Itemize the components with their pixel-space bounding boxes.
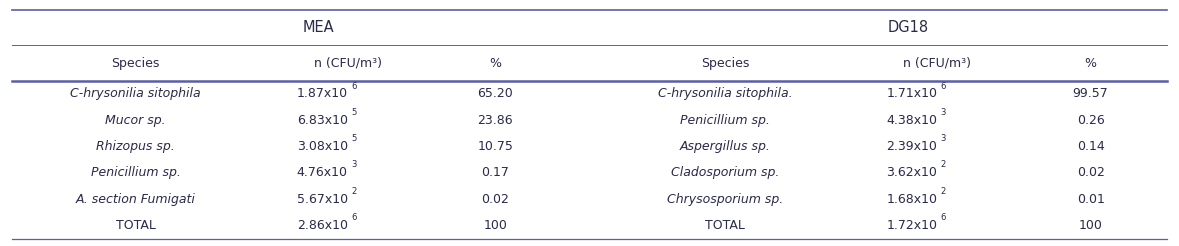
Text: 3: 3: [941, 134, 947, 143]
Text: 10.75: 10.75: [477, 140, 513, 153]
Text: 3: 3: [351, 160, 357, 169]
Text: Penicillium sp.: Penicillium sp.: [680, 114, 770, 127]
Text: TOTAL: TOTAL: [705, 219, 745, 232]
Text: 5.67x10: 5.67x10: [297, 193, 348, 206]
Text: n (CFU/m³): n (CFU/m³): [903, 57, 971, 70]
Text: %: %: [489, 57, 501, 70]
Text: 1.87x10: 1.87x10: [297, 87, 348, 100]
Text: 1.68x10: 1.68x10: [887, 193, 937, 206]
Text: 4.76x10: 4.76x10: [297, 166, 348, 179]
Text: 2.86x10: 2.86x10: [297, 219, 348, 232]
Text: Chrysosporium sp.: Chrysosporium sp.: [667, 193, 783, 206]
Text: 0.26: 0.26: [1076, 114, 1105, 127]
Text: Mucor sp.: Mucor sp.: [105, 114, 166, 127]
Text: 100: 100: [1079, 219, 1102, 232]
Text: 3.62x10: 3.62x10: [887, 166, 937, 179]
Text: MEA: MEA: [303, 20, 334, 35]
Text: 2: 2: [351, 187, 357, 196]
Text: n (CFU/m³): n (CFU/m³): [314, 57, 382, 70]
Text: 0.02: 0.02: [481, 193, 509, 206]
Text: Aspergillus sp.: Aspergillus sp.: [679, 140, 771, 153]
Text: 65.20: 65.20: [477, 87, 513, 100]
Text: 2: 2: [941, 187, 947, 196]
Text: DG18: DG18: [888, 20, 928, 35]
Text: 100: 100: [483, 219, 507, 232]
Text: C-hrysonilia sitophila.: C-hrysonilia sitophila.: [658, 87, 792, 100]
Text: 5: 5: [351, 134, 357, 143]
Text: 0.01: 0.01: [1076, 193, 1105, 206]
Text: 6: 6: [941, 213, 947, 222]
Text: 0.02: 0.02: [1076, 166, 1105, 179]
Text: 2.39x10: 2.39x10: [887, 140, 937, 153]
Text: 99.57: 99.57: [1073, 87, 1108, 100]
Text: 4.38x10: 4.38x10: [887, 114, 937, 127]
Text: 23.86: 23.86: [477, 114, 513, 127]
Text: 3: 3: [941, 108, 947, 117]
Text: 6: 6: [351, 81, 357, 91]
Text: 5: 5: [351, 108, 357, 117]
Text: Species: Species: [700, 57, 750, 70]
Text: Rhizopus sp.: Rhizopus sp.: [97, 140, 174, 153]
Text: 6: 6: [351, 213, 357, 222]
Text: C-hrysonilia sitophila: C-hrysonilia sitophila: [71, 87, 200, 100]
Text: 3.08x10: 3.08x10: [297, 140, 348, 153]
Text: Penicillium sp.: Penicillium sp.: [91, 166, 180, 179]
Text: A. section Fumigati: A. section Fumigati: [75, 193, 196, 206]
Text: 2: 2: [941, 160, 947, 169]
Text: Species: Species: [111, 57, 160, 70]
Text: 6.83x10: 6.83x10: [297, 114, 348, 127]
Text: TOTAL: TOTAL: [116, 219, 156, 232]
Text: %: %: [1085, 57, 1096, 70]
Text: 0.14: 0.14: [1076, 140, 1105, 153]
Text: 6: 6: [941, 81, 947, 91]
Text: Cladosporium sp.: Cladosporium sp.: [671, 166, 779, 179]
Text: 0.17: 0.17: [481, 166, 509, 179]
Text: 1.71x10: 1.71x10: [887, 87, 937, 100]
Text: 1.72x10: 1.72x10: [887, 219, 937, 232]
